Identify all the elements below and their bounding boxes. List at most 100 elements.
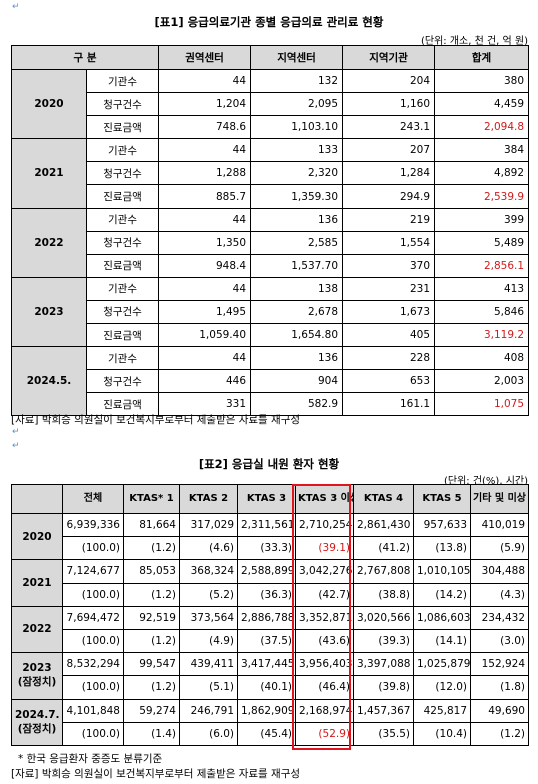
percent-cell: (40.1) <box>237 675 296 700</box>
table-row: 진료금액 948.4 1,537.70 370 2,856.1 <box>12 253 530 278</box>
table-row: 진료금액 1,059.40 1,654.80 405 3,119.2 <box>12 323 530 348</box>
table-row: (100.0) (1.2) (5.1) (40.1) (46.4) (39.8) (12.0… <box>12 675 529 700</box>
table2-header-row: 전체 KTAS* 1 KTAS 2 KTAS 3 KTAS 3 이상 KTAS 4 KTAS… <box>11 484 529 514</box>
value-cell: 1,160 <box>342 92 436 117</box>
count-cell: 1,086,603 <box>413 605 471 630</box>
count-cell: 2,168,974 <box>295 698 354 723</box>
table-row: 2023 기관수 44 138 231 413 <box>11 276 530 348</box>
value-cell: 1,359.30 <box>250 184 344 209</box>
count-cell: 1,457,367 <box>353 698 414 723</box>
count-cell: 2,767,808 <box>353 559 414 584</box>
percent-cell: (10.4) <box>413 721 471 746</box>
value-cell: 1,075 <box>434 392 530 417</box>
count-cell: 439,411 <box>179 652 238 677</box>
table2-source: [자료] 박희승 의원실이 보건복지부로부터 제출받은 자료를 재구성 <box>11 768 301 780</box>
count-cell: 99,547 <box>123 652 180 677</box>
percent-cell: (1.2) <box>123 536 180 561</box>
table-row: 2023 (잠정치) 8,532,294 99,547 439,411 3,417,445… <box>11 652 529 700</box>
percent-cell: (12.0) <box>413 675 471 700</box>
count-cell: 3,020,566 <box>353 605 414 630</box>
paragraph-mark: ↵ <box>12 441 20 451</box>
count-cell: 152,924 <box>470 652 529 677</box>
value-cell: 44 <box>158 207 252 232</box>
row-label: 진료금액 <box>85 253 160 278</box>
percent-cell: (100.0) <box>62 582 124 607</box>
table-row: 청구건수 1,495 2,678 1,673 5,846 <box>12 299 530 325</box>
value-cell: 243.1 <box>342 115 436 140</box>
year-label: 2023 <box>22 662 52 675</box>
table1-unit: (단위: 개소, 천 건, 억 원) <box>420 36 528 47</box>
value-cell: 132 <box>250 68 344 94</box>
percent-cell: (36.3) <box>237 582 296 607</box>
percent-cell: (14.1) <box>413 628 471 654</box>
value-cell: 1,204 <box>158 92 252 117</box>
row-label: 진료금액 <box>85 115 160 140</box>
count-cell: 368,324 <box>179 559 238 584</box>
header-category: 구 분 <box>10 45 160 70</box>
value-cell: 231 <box>342 276 436 301</box>
percent-cell: (1.2) <box>470 721 529 746</box>
count-cell: 3,956,403 <box>295 652 354 677</box>
year-note: (잠정치) <box>17 722 57 735</box>
value-cell: 2,678 <box>250 299 344 325</box>
table-row: 2024.5. 기관수 44 136 228 408 <box>11 346 530 417</box>
count-cell: 59,274 <box>123 698 180 723</box>
year-cell: 2020 <box>11 68 87 140</box>
percent-cell: (41.2) <box>353 536 414 561</box>
percent-cell: (5.9) <box>470 536 529 561</box>
value-cell: 904 <box>250 369 344 394</box>
row-label: 청구건수 <box>85 92 160 117</box>
percent-cell: (100.0) <box>62 628 124 654</box>
table-row: (100.0) (1.2) (5.2) (36.3) (42.7) (38.8) (14.2… <box>12 582 529 607</box>
count-cell: 2,886,788 <box>237 605 296 630</box>
row-label: 기관수 <box>85 207 160 232</box>
percent-cell: (52.9) <box>295 721 354 746</box>
percent-cell: (3.0) <box>470 628 529 654</box>
value-cell: 207 <box>342 138 436 163</box>
value-cell: 2,539.9 <box>434 184 530 209</box>
header-local-center: 지역센터 <box>250 45 344 70</box>
value-cell: 380 <box>434 68 530 94</box>
count-cell: 3,352,871 <box>295 605 354 630</box>
count-cell: 957,633 <box>413 512 471 538</box>
table-row: 2022 기관수 44 136 219 399 <box>11 207 530 278</box>
count-cell: 1,862,909 <box>237 698 296 723</box>
header-cell <box>11 484 63 514</box>
table1: 구 분 권역센터 지역센터 지역기관 합계 2020 기관수 44 132 204 380… <box>10 45 530 417</box>
table-row: (100.0) (1.2) (4.9) (37.5) (43.6) (39.3) (14.1… <box>12 628 529 654</box>
value-cell: 2,094.8 <box>434 115 530 140</box>
percent-cell: (1.2) <box>123 582 180 607</box>
count-cell: 1,010,105 <box>413 559 471 584</box>
value-cell: 331 <box>158 392 252 417</box>
count-cell: 3,417,445 <box>237 652 296 677</box>
year-label: 2022 <box>22 623 52 636</box>
value-cell: 582.9 <box>250 392 344 417</box>
year-cell: 2020 <box>11 512 63 561</box>
value-cell: 2,003 <box>434 369 530 394</box>
value-cell: 136 <box>250 346 344 371</box>
table1-header-row: 구 분 권역센터 지역센터 지역기관 합계 <box>10 45 530 70</box>
value-cell: 44 <box>158 276 252 301</box>
count-cell: 2,588,899 <box>237 559 296 584</box>
count-cell: 2,861,430 <box>353 512 414 538</box>
count-cell: 234,432 <box>470 605 529 630</box>
percent-cell: (43.6) <box>295 628 354 654</box>
year-cell: 2022 <box>11 605 63 654</box>
count-cell: 3,042,276 <box>295 559 354 584</box>
percent-cell: (4.3) <box>470 582 529 607</box>
percent-cell: (4.6) <box>179 536 238 561</box>
percent-cell: (6.0) <box>179 721 238 746</box>
count-cell: 246,791 <box>179 698 238 723</box>
percent-cell: (38.8) <box>353 582 414 607</box>
table-row: 진료금액 885.7 1,359.30 294.9 2,539.9 <box>12 184 530 209</box>
header-cell: KTAS 5 <box>413 484 471 514</box>
value-cell: 1,673 <box>342 299 436 325</box>
count-cell: 81,664 <box>123 512 180 538</box>
table-row: 청구건수 1,350 2,585 1,554 5,489 <box>12 230 530 255</box>
table2-title: [표2] 응급실 내원 환자 현황 <box>198 457 340 471</box>
value-cell: 1,059.40 <box>158 323 252 348</box>
value-cell: 294.9 <box>342 184 436 209</box>
value-cell: 161.1 <box>342 392 436 417</box>
value-cell: 1,103.10 <box>250 115 344 140</box>
header-regional-center: 권역센터 <box>158 45 252 70</box>
